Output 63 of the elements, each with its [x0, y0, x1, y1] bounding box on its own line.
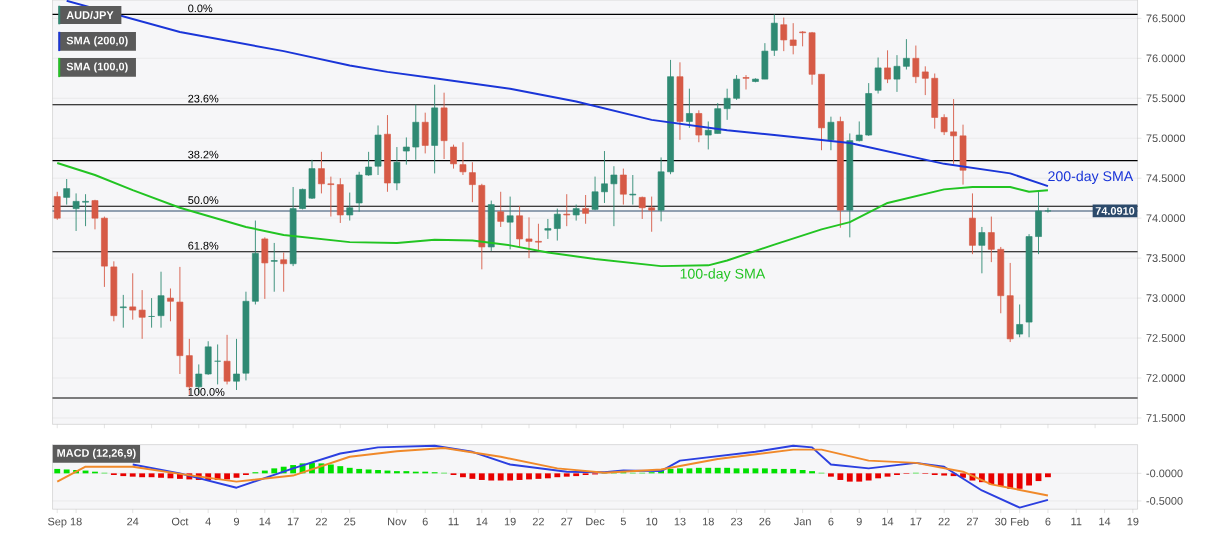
y-tick-label: 73.0000 [1146, 294, 1186, 302]
y-tick-label: 74.5000 [1146, 174, 1186, 182]
y-tick-label: -0.0000 [1146, 469, 1183, 478]
x-tick-label: 13 [674, 517, 686, 526]
x-tick-label: 14 [1099, 517, 1111, 526]
x-tick-label: Sep [48, 517, 67, 528]
x-tick-label: 10 [646, 517, 658, 526]
x-tick-label: 14 [882, 517, 894, 526]
y-tick-label: 75.0000 [1146, 134, 1186, 142]
y-tick-label: 76.5000 [1146, 14, 1186, 23]
x-tick-label: 9 [856, 517, 862, 526]
x-tick-label: 6 [422, 517, 428, 526]
x-tick-label: 22 [938, 517, 950, 526]
x-tick-label: 11 [448, 517, 459, 526]
x-tick-label: 14 [259, 517, 271, 526]
x-tick-label: 23 [731, 517, 743, 526]
x-tick-label: 9 [233, 517, 240, 526]
legend-label: SMA (100,0) [66, 62, 128, 73]
annotation: 61.8% [188, 241, 219, 250]
chart-title: MACD (12,26,9) [57, 448, 136, 459]
annotation: 50.0% [188, 196, 219, 204]
x-tick-label: 30 [995, 517, 1007, 526]
x-tick-label: 17 [910, 517, 922, 526]
y-tick-label: 73.5000 [1146, 254, 1186, 262]
x-tick-label: 18 [70, 517, 82, 526]
x-tick-label: 18 [703, 517, 714, 526]
y-tick-label: 76.0000 [1146, 54, 1186, 63]
y-tick-label: 75.5000 [1146, 94, 1186, 103]
y-tick-label: 72.0000 [1146, 374, 1186, 382]
annotation: 200-day SMA [1048, 170, 1134, 184]
x-tick-label: 27 [966, 517, 978, 526]
x-tick-label: 22 [532, 517, 544, 526]
legend-label: AUD/JPY [66, 10, 114, 19]
x-tick-label: 27 [561, 517, 573, 526]
x-tick-label: 22 [315, 517, 327, 526]
x-tick-label: 5 [620, 517, 626, 526]
annotation: 100.0% [188, 387, 225, 396]
annotation: 23.6% [188, 94, 219, 103]
x-tick-label: Jan [793, 517, 811, 526]
x-tick-label: 24 [127, 517, 139, 526]
x-tick-label: 17 [287, 517, 299, 526]
legend-label: SMA (200,0) [66, 36, 128, 47]
ref-line-label: 74.0910 [1095, 206, 1135, 215]
x-tick-label: Dec [586, 517, 605, 526]
y-tick-label: -0.5000 [1146, 496, 1183, 505]
x-tick-label: Nov [388, 517, 407, 526]
x-tick-label: Feb [1011, 517, 1029, 526]
x-tick-label: 19 [504, 517, 516, 526]
x-tick-label: 25 [344, 517, 356, 526]
x-tick-label: 6 [1045, 517, 1051, 526]
y-tick-label: 71.5000 [1146, 413, 1186, 422]
x-tick-label: 6 [828, 517, 834, 526]
x-tick-label: 14 [476, 517, 488, 526]
annotation: 0.0% [188, 4, 213, 13]
y-tick-label: 72.5000 [1146, 334, 1186, 342]
x-tick-label: Oct [171, 517, 189, 526]
x-tick-label: 4 [205, 517, 211, 526]
annotation: 38.2% [188, 150, 219, 159]
x-tick-label: 19 [1127, 517, 1139, 526]
annotation: 100-day SMA [680, 268, 766, 282]
x-tick-label: 26 [759, 517, 771, 526]
y-tick-label: 74.0000 [1146, 214, 1186, 222]
x-tick-label: 11 [1071, 517, 1082, 526]
